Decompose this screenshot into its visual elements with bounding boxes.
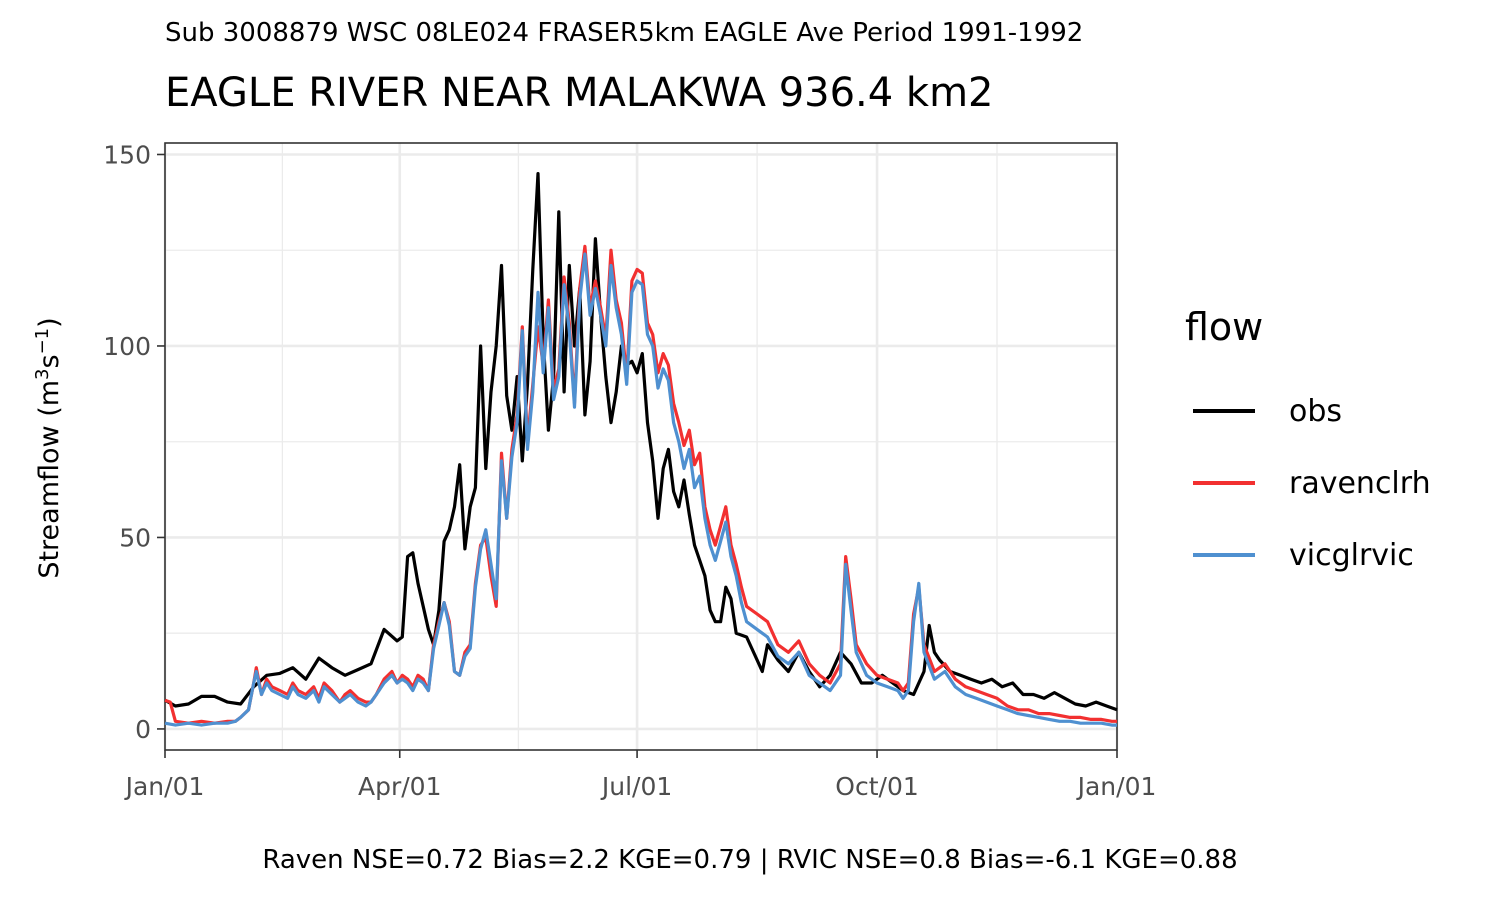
series-line-vicglrvic (164, 252, 1117, 727)
series-line-ravenclrh (164, 244, 1117, 725)
legend-title: flow (1185, 305, 1264, 349)
series-lines (164, 172, 1118, 727)
y-axis-label: Streamflow (m3s−1) (32, 317, 65, 578)
y-axis-label-sup2: −1 (32, 328, 53, 355)
y-tick-label: 100 (103, 332, 151, 361)
metrics-caption: Raven NSE=0.72 Bias=2.2 KGE=0.79 | RVIC … (262, 845, 1238, 875)
axes: 0 50 100 150 Jan/01 Apr/01 Jul/01 Oct/01 Jan/01 (103, 140, 1156, 801)
y-tick-label: 50 (119, 523, 151, 552)
x-tick-label: Jan/01 (124, 772, 205, 801)
y-tick-label: 150 (103, 140, 151, 169)
y-tick-label: 0 (135, 715, 151, 744)
legend-swatch-vicglrvic (1193, 553, 1255, 557)
plot-panel-border (164, 142, 1118, 751)
y-axis-label-sup1: 3 (32, 369, 53, 380)
grid-lines (163, 143, 1119, 750)
legend-item-ravenclrh: ravenclrh (1185, 447, 1431, 519)
y-axis-label-pre: Streamflow (m (34, 380, 65, 579)
chart-title: EAGLE RIVER NEAR MALAKWA 936.4 km2 (165, 70, 994, 116)
legend-item-vicglrvic: vicglrvic (1185, 519, 1431, 591)
legend: flow obs ravenclrh vicglrvic (1185, 305, 1431, 591)
chart-subtitle: Sub 3008879 WSC 08LE024 FRASER5km EAGLE … (165, 18, 1084, 48)
legend-item-obs: obs (1185, 375, 1431, 447)
legend-label-vicglrvic: vicglrvic (1289, 537, 1414, 573)
legend-label-ravenclrh: ravenclrh (1289, 465, 1431, 501)
legend-swatch-obs (1193, 409, 1255, 413)
y-axis-label-post: ) (34, 317, 65, 328)
x-tick-label: Apr/01 (358, 772, 441, 801)
legend-swatch-ravenclrh (1193, 481, 1255, 485)
x-tick-label: Jan/01 (1076, 772, 1157, 801)
y-axis-label-mid: s (34, 354, 65, 368)
x-tick-label: Jul/01 (600, 772, 672, 801)
legend-label-obs: obs (1289, 393, 1343, 429)
x-tick-label: Oct/01 (835, 772, 918, 801)
